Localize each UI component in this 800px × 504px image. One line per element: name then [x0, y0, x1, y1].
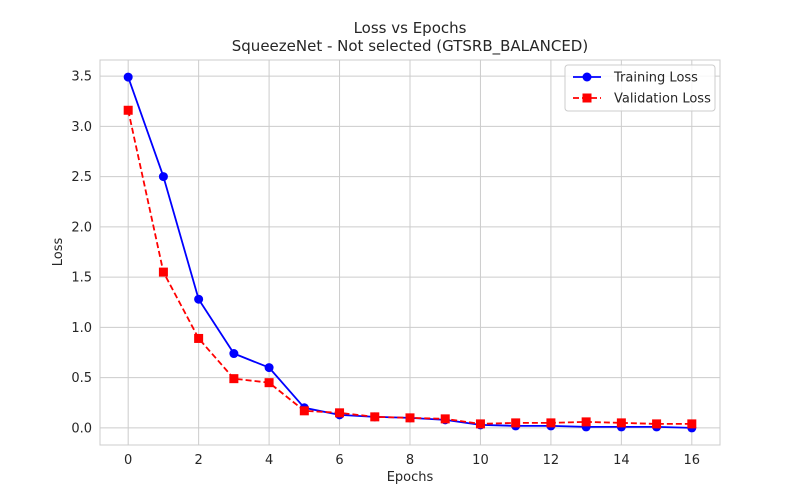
data-point	[405, 413, 415, 423]
x-tick-label: 10	[472, 453, 489, 468]
data-point	[370, 412, 380, 422]
data-point	[229, 349, 239, 359]
y-tick-label: 3.5	[71, 70, 92, 85]
data-point	[264, 363, 274, 373]
x-axis-ticks: 0 2 4 6 8 10 12 14 16	[124, 453, 700, 468]
legend-marker-validation	[582, 93, 592, 103]
data-point	[158, 267, 168, 277]
data-point	[581, 417, 591, 427]
data-point	[194, 333, 204, 343]
y-tick-label: 3.0	[71, 120, 92, 135]
y-axis-label: Loss	[51, 238, 66, 267]
data-point	[475, 419, 485, 429]
chart-title: Loss vs Epochs	[354, 19, 467, 37]
x-axis-label: Epochs	[387, 470, 434, 485]
data-point	[123, 72, 133, 82]
data-point	[123, 105, 133, 115]
legend-entry-training: Training Loss	[573, 71, 698, 86]
x-tick-label: 14	[613, 453, 630, 468]
x-tick-label: 2	[194, 453, 202, 468]
y-tick-label: 1.5	[71, 271, 92, 286]
data-point	[440, 414, 450, 424]
x-tick-label: 6	[335, 453, 343, 468]
data-point	[335, 408, 345, 418]
data-point	[687, 419, 697, 429]
y-axis-ticks: 0.0 0.5 1.0 1.5 2.0 2.5 3.0 3.5	[71, 70, 92, 437]
x-tick-label: 12	[543, 453, 560, 468]
data-point	[299, 406, 309, 416]
y-tick-label: 2.0	[71, 220, 92, 235]
chart-subtitle: SqueezeNet - Not selected (GTSRB_BALANCE…	[232, 37, 588, 56]
x-tick-label: 8	[406, 453, 414, 468]
data-point	[264, 378, 274, 388]
series-layer	[123, 72, 697, 433]
series-1	[123, 105, 697, 429]
y-tick-label: 2.5	[71, 170, 92, 185]
data-point	[158, 172, 168, 182]
y-tick-label: 0.5	[71, 371, 92, 386]
x-tick-label: 0	[124, 453, 132, 468]
data-point	[546, 418, 556, 428]
legend-label-validation: Validation Loss	[614, 92, 711, 107]
y-tick-label: 0.0	[71, 421, 92, 436]
legend-entry-validation: Validation Loss	[573, 92, 711, 107]
plot-frame	[99, 59, 721, 446]
legend: Training Loss Validation Loss	[564, 64, 716, 112]
data-point	[194, 294, 204, 304]
legend-marker-training	[582, 72, 592, 82]
x-tick-label: 4	[265, 453, 273, 468]
data-point	[652, 419, 662, 429]
data-point	[511, 418, 521, 428]
grid	[100, 60, 720, 445]
x-tick-label: 16	[684, 453, 701, 468]
data-point	[616, 418, 626, 428]
legend-box	[564, 64, 716, 112]
data-point	[229, 374, 239, 384]
y-tick-label: 1.0	[71, 321, 92, 336]
legend-label-training: Training Loss	[613, 71, 698, 86]
